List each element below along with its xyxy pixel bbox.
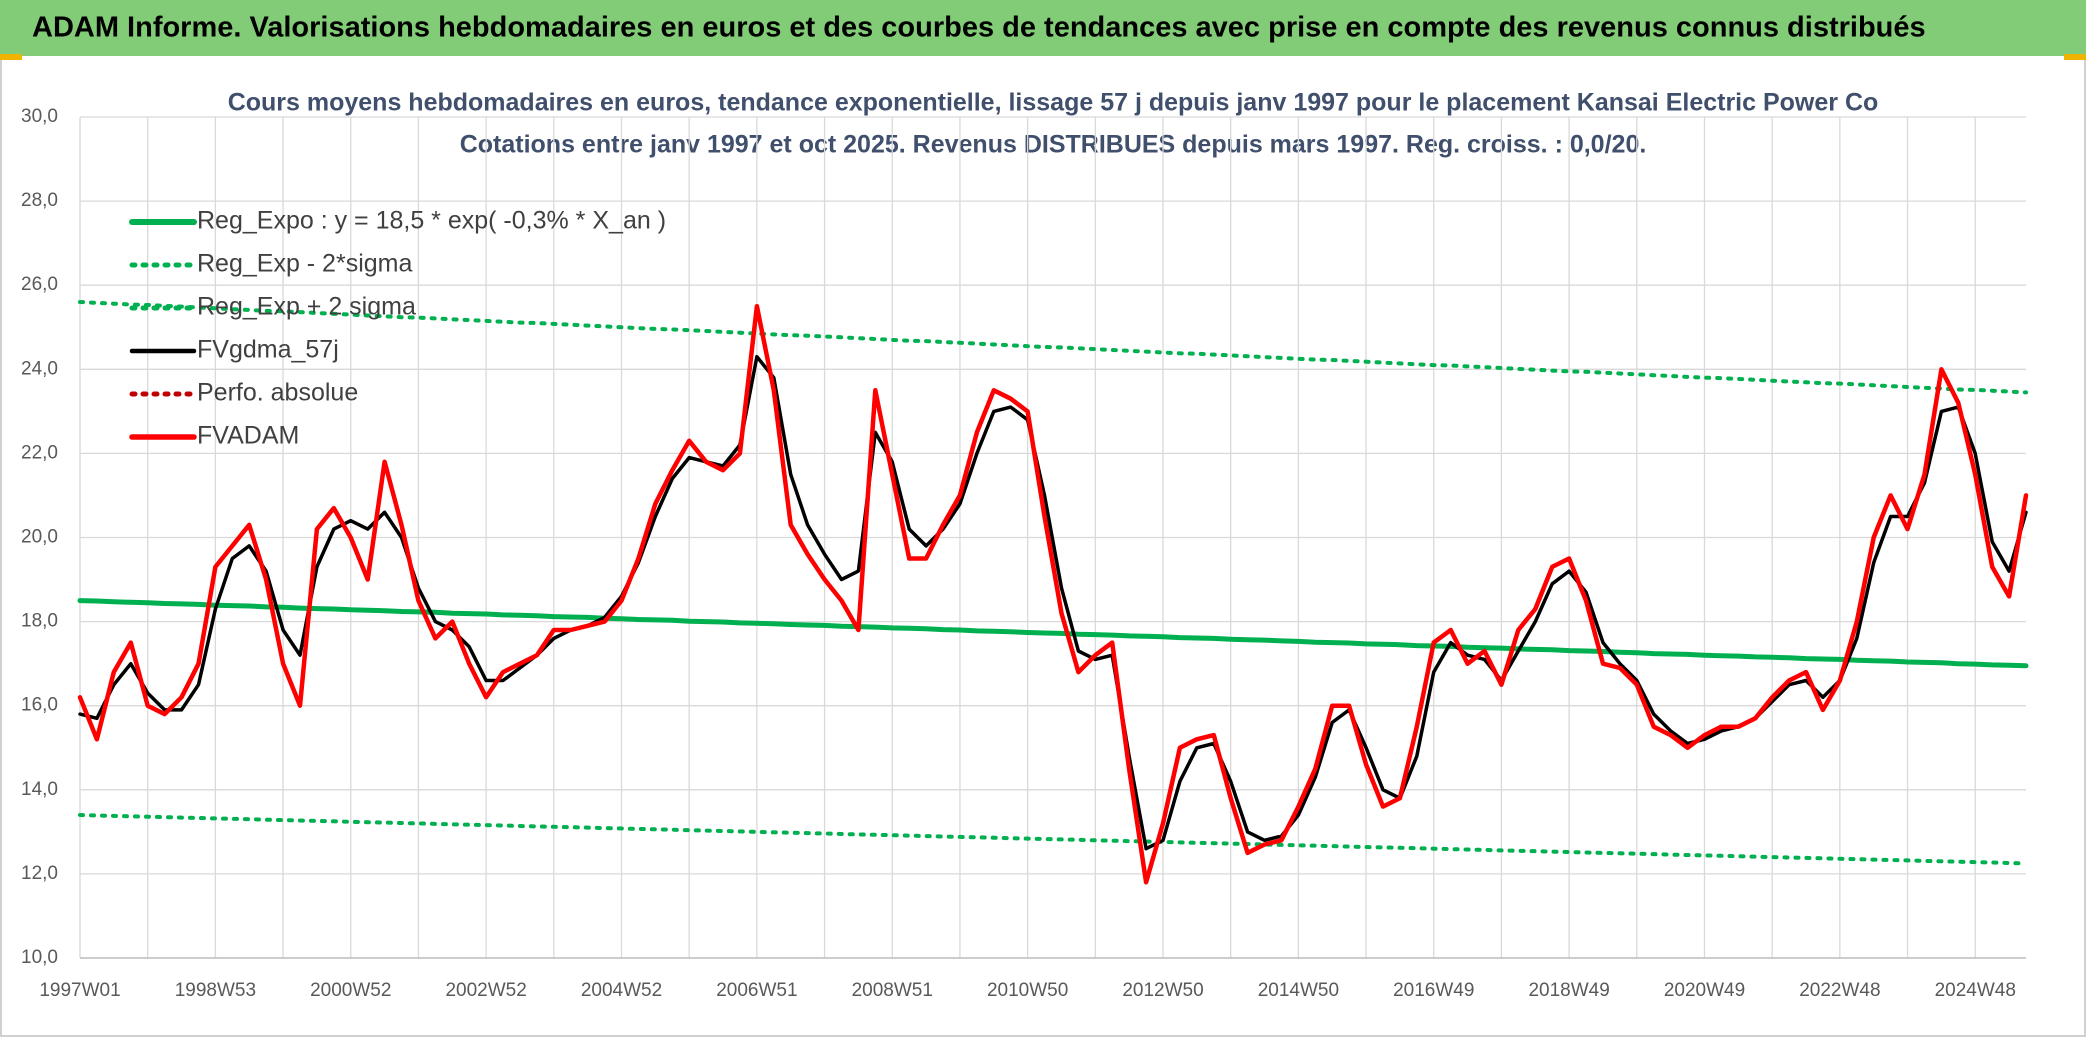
x-tick-label: 2024W48 (1935, 980, 2016, 1001)
y-tick-label: 24,0 (21, 358, 58, 379)
x-tick-label: 2014W50 (1258, 980, 1339, 1001)
legend-label: Perfo. absolue (197, 379, 358, 407)
y-tick-label: 18,0 (21, 611, 58, 632)
x-tick-label: 2010W50 (987, 980, 1068, 1001)
chart-subtitle: Cotations entre janv 1997 et oct 2025. R… (460, 131, 1647, 159)
x-tick-label: 2008W51 (852, 980, 933, 1001)
x-tick-label: 2018W49 (1528, 980, 1609, 1001)
legend-label: FVADAM (197, 422, 299, 450)
x-tick-label: 2002W52 (445, 980, 526, 1001)
header-title: ADAM Informe. Valorisations hebdomadaire… (32, 12, 1926, 44)
x-tick-label: 2022W48 (1799, 980, 1880, 1001)
corner-mark (2064, 54, 2086, 60)
y-tick-label: 26,0 (21, 274, 58, 295)
y-tick-label: 10,0 (21, 947, 58, 968)
legend: Reg_Expo : y = 18,5 * exp( -0,3% * X_an … (129, 207, 666, 450)
legend-label: Reg_Expo : y = 18,5 * exp( -0,3% * X_an … (197, 207, 666, 235)
legend-label: Reg_Exp - 2*sigma (197, 250, 412, 278)
series-line (77, 303, 2029, 885)
x-tick-label: 2000W52 (310, 980, 391, 1001)
x-tick-label: 2020W49 (1664, 980, 1745, 1001)
chart-title: Cours moyens hebdomadaires en euros, ten… (228, 89, 1879, 117)
series-line (77, 598, 2029, 669)
header-bar (0, 0, 2086, 56)
y-tick-label: 14,0 (21, 779, 58, 800)
y-tick-label: 22,0 (21, 442, 58, 463)
y-tick-label: 28,0 (21, 190, 58, 211)
y-tick-label: 16,0 (21, 695, 58, 716)
x-tick-label: 2016W49 (1393, 980, 1474, 1001)
y-tick-label: 30,0 (21, 106, 58, 127)
y-tick-label: 12,0 (21, 863, 58, 884)
grid: 10,0 12,0 14,0 16,0 18,0 20,0 22,0 24,0 26,0 28,0… (21, 106, 2026, 1001)
x-tick-label: 1997W01 (39, 980, 120, 1001)
x-tick-label: 2006W51 (716, 980, 797, 1001)
legend-label: FVgdma_57j (197, 336, 339, 364)
x-tick-label: 2004W52 (581, 980, 662, 1001)
x-tick-label: 2012W50 (1122, 980, 1203, 1001)
series (77, 300, 2029, 885)
legend-label: Reg_Exp + 2 sigma (197, 293, 416, 321)
y-tick-label: 20,0 (21, 527, 58, 548)
x-tick-label: 1998W53 (175, 980, 256, 1001)
corner-mark (0, 54, 22, 60)
